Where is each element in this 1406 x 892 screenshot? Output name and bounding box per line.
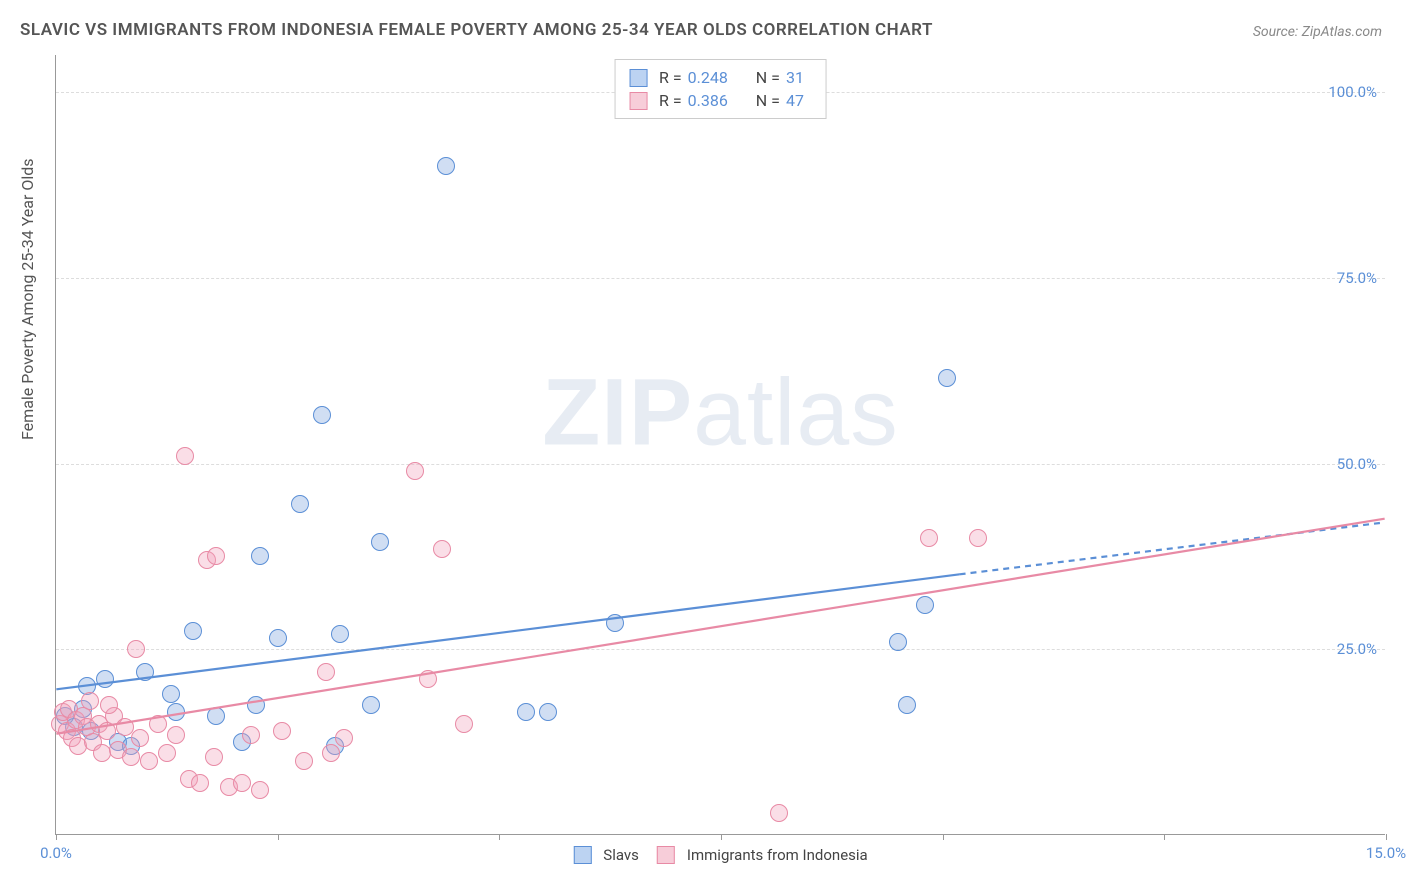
legend-label: Immigrants from Indonesia	[687, 846, 868, 864]
x-tick-label: 15.0%	[1366, 844, 1406, 862]
stat-n-label: N =	[756, 68, 780, 87]
stat-r-value: 0.386	[688, 91, 728, 110]
stat-r-value: 0.248	[688, 68, 728, 87]
trend-lines	[56, 55, 1385, 834]
trend-line	[56, 519, 1384, 734]
x-tick	[499, 834, 500, 840]
chart-container: SLAVIC VS IMMIGRANTS FROM INDONESIA FEMA…	[0, 0, 1406, 892]
legend-swatch	[657, 846, 675, 864]
chart-title: SLAVIC VS IMMIGRANTS FROM INDONESIA FEMA…	[20, 20, 933, 40]
stat-n-label: N =	[756, 91, 780, 110]
legend-stats-box: R = 0.248 N = 31R = 0.386 N = 47	[614, 59, 827, 119]
legend-label: Slavs	[603, 846, 639, 864]
trend-line-extrapolated	[960, 522, 1385, 574]
legend-stats-row: R = 0.386 N = 47	[629, 89, 812, 112]
y-axis-title: Female Poverty Among 25-34 Year Olds	[18, 158, 37, 440]
stat-r-label: R =	[659, 68, 682, 87]
legend-stats-row: R = 0.248 N = 31	[629, 66, 812, 89]
x-tick	[721, 834, 722, 840]
legend-item: Immigrants from Indonesia	[657, 846, 868, 864]
trend-line	[56, 574, 959, 689]
stat-r-label: R =	[659, 91, 682, 110]
source-label: Source: ZipAtlas.com	[1253, 24, 1382, 40]
x-tick	[943, 834, 944, 840]
legend-swatch	[629, 92, 647, 110]
x-tick	[1386, 834, 1387, 840]
legend-item: Slavs	[573, 846, 639, 864]
bottom-legend: Slavs Immigrants from Indonesia	[573, 846, 867, 864]
legend-swatch	[573, 846, 591, 864]
legend-swatch	[629, 69, 647, 87]
x-tick	[278, 834, 279, 840]
x-tick	[1164, 834, 1165, 840]
x-tick-label: 0.0%	[40, 844, 72, 862]
stat-n-value: 47	[786, 91, 804, 110]
x-tick	[56, 834, 57, 840]
plot-area: ZIPatlas 25.0%50.0%75.0%100.0%0.0%15.0% …	[55, 55, 1385, 835]
stat-n-value: 31	[786, 68, 804, 87]
